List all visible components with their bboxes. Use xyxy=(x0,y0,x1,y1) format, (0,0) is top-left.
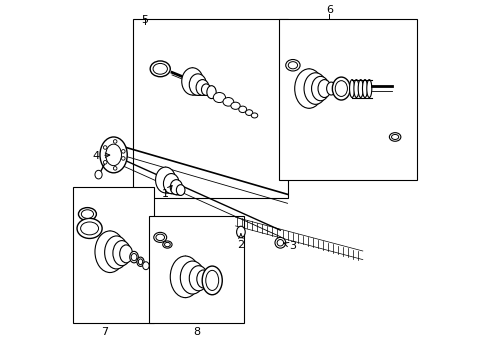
Ellipse shape xyxy=(121,149,125,153)
Ellipse shape xyxy=(170,180,182,195)
Ellipse shape xyxy=(202,266,222,295)
Ellipse shape xyxy=(349,80,354,98)
Ellipse shape xyxy=(120,245,132,263)
Text: 2: 2 xyxy=(237,234,244,249)
Ellipse shape xyxy=(78,208,96,221)
Ellipse shape xyxy=(285,59,300,71)
Ellipse shape xyxy=(142,262,149,270)
Ellipse shape xyxy=(236,226,244,238)
Ellipse shape xyxy=(196,270,209,288)
Ellipse shape xyxy=(317,80,330,98)
Text: 8: 8 xyxy=(193,327,200,337)
Ellipse shape xyxy=(81,222,99,235)
Ellipse shape xyxy=(391,134,398,139)
Bar xyxy=(278,19,416,180)
Ellipse shape xyxy=(121,157,125,160)
Ellipse shape xyxy=(238,106,246,113)
Ellipse shape xyxy=(335,81,346,96)
Ellipse shape xyxy=(287,62,297,69)
Ellipse shape xyxy=(332,77,349,100)
Bar xyxy=(133,19,287,198)
Ellipse shape xyxy=(164,242,170,247)
Ellipse shape xyxy=(103,146,107,149)
Ellipse shape xyxy=(353,80,358,98)
Ellipse shape xyxy=(206,86,216,99)
Ellipse shape xyxy=(113,240,131,266)
Ellipse shape xyxy=(180,261,204,294)
Ellipse shape xyxy=(129,251,138,263)
Ellipse shape xyxy=(81,210,93,219)
Ellipse shape xyxy=(362,80,367,98)
Bar xyxy=(73,187,153,323)
Ellipse shape xyxy=(163,241,172,248)
Ellipse shape xyxy=(366,80,371,98)
Bar xyxy=(149,216,244,323)
Ellipse shape xyxy=(223,98,233,106)
Text: 5: 5 xyxy=(141,15,148,26)
Text: 3: 3 xyxy=(283,241,296,251)
Ellipse shape xyxy=(274,237,285,248)
Text: 1: 1 xyxy=(161,185,172,199)
Ellipse shape xyxy=(153,63,167,74)
Ellipse shape xyxy=(205,270,218,291)
Ellipse shape xyxy=(163,174,179,194)
Ellipse shape xyxy=(103,161,107,164)
Ellipse shape xyxy=(326,82,335,95)
Ellipse shape xyxy=(182,68,203,95)
Ellipse shape xyxy=(105,144,121,166)
Ellipse shape xyxy=(113,140,117,143)
Ellipse shape xyxy=(150,61,170,77)
Ellipse shape xyxy=(104,236,128,269)
Ellipse shape xyxy=(156,234,164,240)
Ellipse shape xyxy=(189,74,206,95)
Ellipse shape xyxy=(304,73,326,104)
Ellipse shape xyxy=(189,266,207,291)
Text: 7: 7 xyxy=(101,327,108,337)
Ellipse shape xyxy=(277,239,283,246)
Text: 4: 4 xyxy=(92,150,109,161)
Ellipse shape xyxy=(95,170,102,179)
Ellipse shape xyxy=(95,231,125,273)
Ellipse shape xyxy=(311,76,329,101)
Ellipse shape xyxy=(245,110,252,116)
Ellipse shape xyxy=(170,256,200,298)
Ellipse shape xyxy=(230,102,240,109)
Ellipse shape xyxy=(131,253,137,261)
Ellipse shape xyxy=(201,84,210,95)
Ellipse shape xyxy=(100,137,127,173)
Ellipse shape xyxy=(213,93,225,103)
Ellipse shape xyxy=(138,259,142,265)
Ellipse shape xyxy=(77,219,102,238)
Ellipse shape xyxy=(251,113,257,118)
Ellipse shape xyxy=(176,185,184,195)
Ellipse shape xyxy=(153,232,166,242)
Text: 6: 6 xyxy=(325,5,332,15)
Ellipse shape xyxy=(294,69,323,108)
Ellipse shape xyxy=(388,133,400,141)
Ellipse shape xyxy=(196,80,208,95)
Ellipse shape xyxy=(113,167,117,170)
Ellipse shape xyxy=(155,167,175,193)
Ellipse shape xyxy=(137,257,144,266)
Ellipse shape xyxy=(357,80,363,98)
